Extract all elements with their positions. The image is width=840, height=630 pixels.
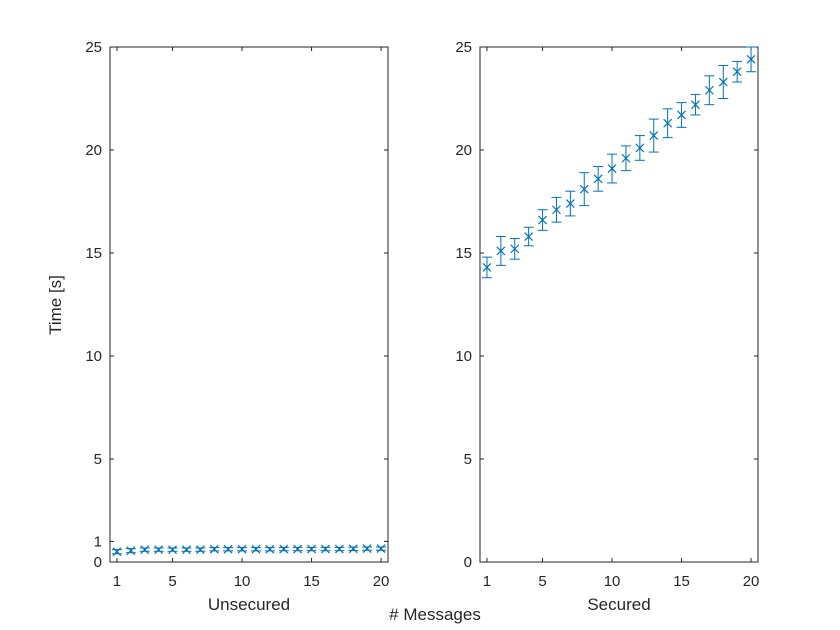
data-point (621, 153, 631, 163)
panel-xlabel: Secured (587, 595, 650, 614)
data-point (663, 118, 673, 128)
data-point (182, 545, 191, 555)
data-point (251, 544, 261, 554)
data-point (538, 215, 547, 225)
x-tick-label: 20 (743, 573, 760, 590)
data-point (293, 544, 303, 554)
y-tick-label: 20 (85, 142, 102, 159)
y-tick-label: 10 (455, 348, 472, 365)
x-tick-label: 1 (483, 573, 491, 590)
data-point (510, 244, 520, 254)
data-point (552, 205, 561, 215)
x-tick-label: 10 (604, 573, 621, 590)
y-tick-label: 10 (85, 348, 102, 365)
data-point (607, 164, 617, 173)
y-tick-label: 5 (464, 451, 472, 468)
data-point (704, 85, 714, 95)
data-point (168, 545, 177, 555)
y-tick-label: 25 (85, 39, 102, 56)
y-tick-label: 15 (455, 245, 472, 262)
data-point (732, 67, 742, 77)
y-tick-label: 0 (94, 554, 102, 571)
data-point (635, 143, 645, 153)
data-point (265, 544, 275, 554)
data-point (195, 545, 205, 555)
data-point (496, 246, 506, 256)
data-point (593, 174, 603, 184)
x-tick-label: 15 (303, 573, 320, 590)
data-point (362, 544, 372, 554)
data-point (524, 232, 534, 241)
x-axis-title: # Messages (389, 605, 481, 624)
x-tick-label: 5 (538, 573, 546, 590)
y-tick-label: 25 (455, 39, 472, 56)
data-point (334, 544, 344, 554)
data-point (209, 544, 219, 554)
x-tick-label: 15 (673, 573, 690, 590)
x-tick-label: 5 (168, 573, 176, 590)
axes-box (109, 46, 389, 563)
axes-box (479, 46, 759, 563)
x-tick-label: 20 (373, 573, 390, 590)
y-tick-label: 1 (94, 533, 102, 550)
data-point (649, 131, 659, 141)
data-point (746, 54, 756, 64)
data-point (376, 544, 386, 554)
y-tick-label: 20 (455, 142, 472, 159)
data-point (140, 545, 150, 555)
data-point (579, 184, 589, 194)
data-point (279, 544, 289, 554)
panel-xlabel: Unsecured (208, 595, 290, 614)
y-axis-title: Time [s] (46, 275, 65, 335)
data-point (482, 262, 492, 272)
data-point (154, 545, 164, 555)
data-point (718, 77, 728, 87)
data-point (565, 199, 575, 208)
data-point (126, 546, 136, 556)
data-point (112, 547, 122, 557)
data-point (677, 110, 686, 120)
data-point (321, 544, 330, 554)
x-tick-label: 10 (234, 573, 251, 590)
data-point (307, 544, 316, 554)
data-point (237, 544, 247, 554)
data-point (223, 544, 233, 554)
y-tick-label: 5 (94, 451, 102, 468)
data-point (691, 100, 700, 110)
x-tick-label: 1 (113, 573, 121, 590)
y-tick-label: 0 (464, 554, 472, 571)
data-point (348, 544, 358, 554)
y-tick-label: 15 (85, 245, 102, 262)
